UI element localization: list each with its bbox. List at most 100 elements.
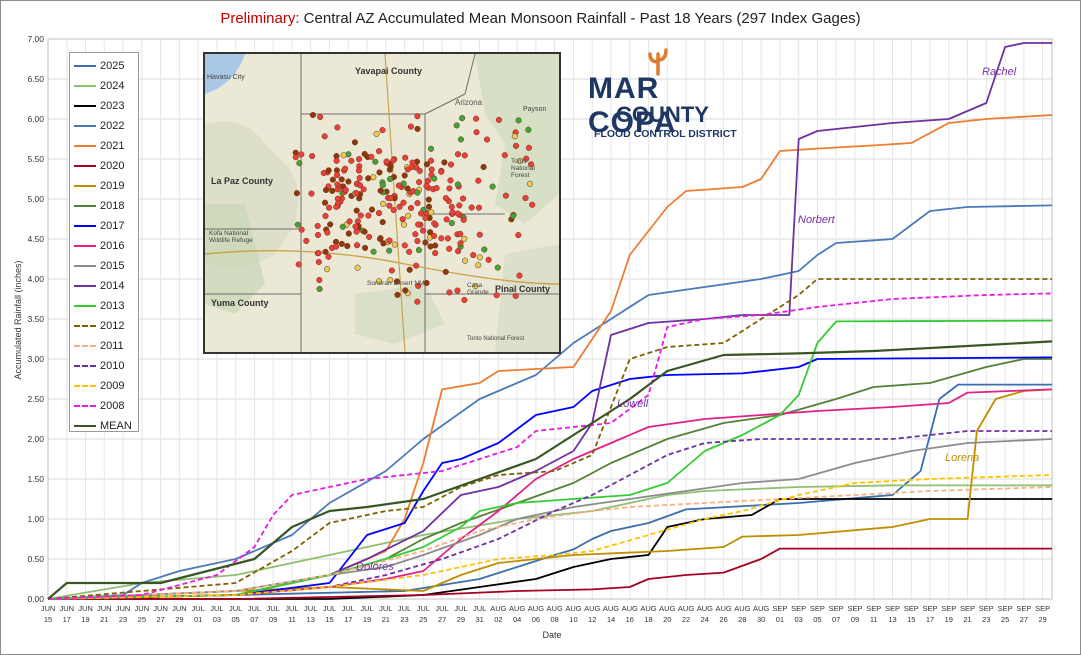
gage-dot — [353, 242, 361, 249]
gage-dot — [501, 152, 508, 159]
x-tick-day: 05 — [231, 615, 239, 624]
rain-gage-map: Yavapai County La Paz County Yuma County… — [203, 52, 561, 354]
x-tick-day: 03 — [213, 615, 221, 624]
gage-dot — [414, 298, 421, 305]
title-prefix: Preliminary: — [220, 10, 300, 27]
y-tick-label: 0.00 — [27, 594, 44, 604]
gage-dot — [380, 200, 387, 207]
series-line-2017 — [47, 356, 1053, 600]
gage-dot — [448, 220, 455, 227]
gage-dot — [334, 124, 341, 131]
gage-dot — [388, 267, 395, 274]
gage-dot — [454, 287, 461, 294]
x-tick-month: SEP — [941, 604, 956, 613]
gage-dot — [455, 248, 462, 255]
gage-dot — [314, 222, 321, 230]
y-ticks: 0.00 0.50 1.00 1.50 2.00 2.50 3.00 3.50 4.00 4.50… — [27, 34, 44, 604]
gage-dot — [387, 162, 394, 169]
y-tick-label: 4.50 — [27, 234, 44, 244]
x-tick-month: AUG — [734, 604, 750, 613]
gage-dot — [338, 240, 345, 247]
gage-dot — [516, 157, 523, 164]
y-tick-label: 3.00 — [27, 354, 44, 364]
title-text: Central AZ Accumulated Mean Monsoon Rain… — [299, 10, 861, 27]
annotation-lorena: Lorena — [945, 452, 980, 464]
gage-dot — [372, 158, 379, 165]
gage-dot — [495, 116, 502, 123]
legend-label: 2024 — [100, 80, 125, 92]
x-tick-day: 21 — [382, 615, 390, 624]
map-svg — [205, 54, 559, 352]
gage-dot — [321, 199, 329, 206]
gage-dot — [523, 155, 530, 162]
gage-dot — [511, 133, 518, 140]
gage-dot — [345, 178, 352, 185]
x-tick-day: 31 — [475, 615, 483, 624]
gage-dot — [294, 221, 301, 228]
x-tick-month: AUG — [622, 604, 638, 613]
gage-dot — [309, 111, 316, 119]
gage-dot — [356, 156, 363, 163]
legend-swatch — [74, 105, 96, 107]
gage-dot — [427, 157, 435, 164]
gage-dot — [485, 256, 492, 263]
gage-dot — [405, 212, 412, 219]
gage-dot — [356, 182, 364, 189]
gage-dot — [454, 181, 461, 188]
gage-dot — [459, 195, 467, 202]
gage-dot — [525, 144, 532, 151]
x-tick-day: 18 — [644, 615, 652, 624]
x-tick-month: JUL — [473, 604, 486, 613]
series-line-2025 — [47, 383, 1052, 600]
legend-item-2018: 2018 — [74, 197, 124, 215]
legend-label: 2010 — [100, 360, 125, 372]
gage-dot — [409, 164, 416, 171]
x-ticks: JUN 15 JUN 17 JUN 19 JUN 21 JUN 23 JUN 25 JUN 27 JUN 29… — [41, 604, 1050, 624]
legend-label: 2014 — [100, 280, 125, 292]
gage-dot — [525, 126, 532, 133]
gage-dot — [353, 189, 360, 197]
gage-dot — [295, 261, 302, 268]
map-label-tonto: Tonto National Forest — [511, 158, 535, 179]
y-tick-label: 4.00 — [27, 274, 44, 284]
legend-label: 2020 — [100, 160, 125, 172]
gage-dot — [338, 176, 345, 183]
x-tick-day: 19 — [81, 615, 89, 624]
gage-dot — [386, 247, 393, 254]
gage-dot — [325, 253, 332, 260]
x-tick-month: AUG — [547, 604, 563, 613]
gage-dot — [373, 130, 380, 137]
gage-dot — [406, 248, 413, 255]
x-tick-day: 21 — [100, 615, 108, 624]
x-tick-day: 27 — [438, 615, 446, 624]
legend-swatch — [74, 385, 96, 387]
legend-label: 2019 — [100, 180, 125, 192]
x-tick-day: 13 — [307, 615, 315, 624]
gage-dot — [415, 247, 422, 254]
series-line-2008 — [47, 292, 1053, 600]
gage-dot — [386, 237, 393, 244]
gage-dot — [308, 190, 315, 197]
legend: 2025 2024 2023 2022 2021 2020 2019 2018 2017 2016… — [69, 52, 139, 432]
gage-dot — [342, 186, 349, 194]
gage-dot — [446, 289, 453, 296]
legend-swatch — [74, 145, 96, 147]
x-tick-month: SEP — [847, 604, 862, 613]
gage-dot — [415, 282, 422, 289]
x-tick-month: AUG — [753, 604, 769, 613]
gage-dot — [316, 276, 323, 284]
x-tick-day: 11 — [288, 615, 296, 624]
gage-dot — [423, 279, 430, 287]
legend-item-2016: 2016 — [74, 237, 124, 255]
gage-dot — [370, 174, 377, 181]
x-tick-month: JUL — [210, 604, 223, 613]
map-label-arizona: Arizona — [455, 98, 483, 107]
x-tick-month: AUG — [490, 604, 506, 613]
gage-dot — [317, 113, 324, 121]
legend-swatch — [74, 405, 96, 407]
x-tick-day: 09 — [851, 615, 859, 624]
x-tick-month: JUL — [417, 604, 430, 613]
gage-dot — [383, 158, 390, 165]
gage-dot — [320, 169, 327, 177]
gage-dot — [322, 248, 329, 255]
